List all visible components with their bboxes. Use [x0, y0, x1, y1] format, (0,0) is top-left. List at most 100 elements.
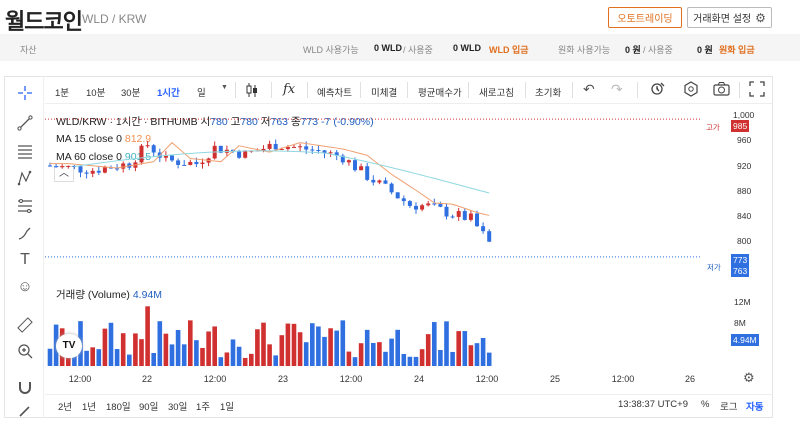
forecast-chart-button[interactable]: 예측차트	[317, 88, 352, 99]
range-1d[interactable]: 1일	[220, 402, 235, 413]
ma15-legend: MA 15 close 0 812.9	[56, 133, 152, 145]
change-value: -7 (-0.90%)	[321, 116, 374, 128]
toolbar-divider	[407, 82, 408, 98]
krw-available-label: 원화 사용가능	[558, 45, 611, 55]
refresh-button[interactable]: 새로고침	[479, 88, 514, 99]
interval-1d[interactable]: 일	[197, 88, 206, 99]
chart-toolbar: 1분 10분 30분 1시간 일 ▼ fx 예측차트 미체결 평균매수가 새로고…	[45, 76, 773, 104]
time-tick: 26	[684, 374, 696, 384]
candle-type-icon[interactable]	[245, 82, 259, 101]
indicator-fx-icon[interactable]: fx	[283, 82, 296, 97]
redo-icon[interactable]: ↷	[611, 81, 623, 97]
bottom-bar: 2년 1년 180일 90일 30일 1주 1일 13:38:37 UTC+9 …	[45, 394, 773, 418]
screen-settings-button[interactable]: 거래화면 설정 ⚙	[687, 7, 772, 28]
auto-trade-button[interactable]: 오토트레이딩	[608, 7, 682, 28]
toolbar-divider	[739, 82, 740, 98]
volume-value: 4.94M	[132, 289, 163, 301]
krw-in-use-label: / 사용중	[643, 45, 673, 55]
reset-button[interactable]: 초기화	[535, 88, 562, 99]
interval-10m[interactable]: 10분	[86, 88, 106, 99]
open-orders-button[interactable]: 미체결	[371, 88, 398, 99]
time-tick: 12:00	[203, 374, 227, 384]
magnet-icon[interactable]	[16, 378, 34, 396]
low-value: 763	[270, 116, 289, 128]
asset-bar: 자산 WLD 사용가능 0 WLD / 사용중 0 WLD WLD 입금 원화 …	[0, 34, 800, 61]
collapse-legend-button[interactable]: ︿	[54, 166, 74, 182]
range-180d[interactable]: 180일	[106, 402, 131, 413]
pencil-icon[interactable]	[16, 402, 34, 420]
tradingview-logo: TV	[56, 334, 82, 358]
undo-icon[interactable]: ↶	[583, 81, 595, 97]
toolbar-divider	[572, 82, 573, 98]
settings-hex-icon[interactable]	[683, 81, 699, 100]
volume-legend: 거래량 (Volume) 4.94M	[56, 289, 163, 301]
wld-deposit-link[interactable]: WLD 입금	[489, 45, 529, 55]
trendline-icon[interactable]	[16, 114, 34, 132]
chart-legend: WLD/KRW · 1시간 · BITHUMB 시780 고780 저763 종…	[56, 116, 374, 128]
chart-frame	[4, 76, 773, 418]
symbol-label: WLD/KRW · 1시간 · BITHUMB	[56, 116, 198, 128]
toolbar-divider	[307, 82, 308, 98]
krw-available-value: 0 원	[625, 45, 641, 55]
volume-current-box: 4.94M	[731, 334, 759, 346]
price-tick: 800	[737, 236, 752, 246]
wld-available-value: 0 WLD	[374, 43, 402, 53]
low-tag: 저가	[707, 263, 721, 272]
emoji-icon[interactable]: ☺	[17, 277, 33, 295]
range-30d[interactable]: 30일	[168, 402, 188, 413]
clock-label[interactable]: 13:38:37 UTC+9	[618, 399, 688, 410]
text-icon[interactable]: T	[20, 251, 30, 268]
horizontal-lines-icon[interactable]	[16, 142, 34, 160]
percent-toggle[interactable]: %	[701, 399, 710, 410]
high-value: 780	[240, 116, 258, 128]
interval-1m[interactable]: 1분	[55, 88, 70, 99]
price-tick: 1,000	[733, 110, 755, 120]
auto-toggle[interactable]: 자동	[746, 402, 764, 413]
ma60-legend: MA 60 close 0 901.5	[56, 151, 152, 163]
close-value: 773	[300, 116, 319, 128]
wld-available-label: WLD 사용가능	[303, 45, 359, 55]
range-1w[interactable]: 1주	[196, 402, 211, 413]
high-price-box: 985	[731, 120, 750, 132]
range-2y[interactable]: 2년	[58, 402, 73, 413]
alert-icon[interactable]	[650, 81, 666, 100]
open-value: 780	[210, 116, 228, 128]
current-price-box: 773	[731, 254, 750, 266]
time-tick: 24	[413, 374, 425, 384]
fullscreen-icon[interactable]	[749, 81, 765, 100]
price-tick: 840	[737, 211, 752, 221]
zoom-in-icon[interactable]	[16, 342, 34, 360]
wld-in-use-value: 0 WLD	[453, 43, 481, 53]
price-tick: 960	[737, 135, 752, 145]
axis-settings-icon[interactable]: ⚙	[743, 370, 755, 385]
volume-tick: 8M	[734, 318, 746, 328]
pair-label: WLD / KRW	[82, 12, 147, 26]
page-header: 월드코인 WLD / KRW 오토트레이딩 거래화면 설정 ⚙	[0, 0, 800, 35]
log-toggle[interactable]: 로그	[720, 402, 738, 413]
ruler-icon[interactable]	[16, 316, 34, 334]
coin-title: 월드코인	[5, 10, 83, 35]
avg-buy-price-button[interactable]: 평균매수가	[418, 88, 462, 99]
brush-icon[interactable]	[16, 224, 34, 242]
interval-1h[interactable]: 1시간	[157, 88, 180, 99]
time-tick: 22	[141, 374, 153, 384]
toolbar-divider	[271, 82, 272, 98]
range-1y[interactable]: 1년	[82, 402, 97, 413]
low-price-box: 763	[731, 265, 750, 277]
interval-30m[interactable]: 30분	[121, 88, 141, 99]
time-tick: 12:00	[68, 374, 92, 384]
krw-deposit-link[interactable]: 원화 입금	[719, 45, 755, 55]
crosshair-icon[interactable]	[16, 84, 34, 102]
krw-in-use-value: 0 원	[697, 45, 713, 55]
toolbar-divider	[468, 82, 469, 98]
price-tick: 920	[737, 161, 752, 171]
range-90d[interactable]: 90일	[139, 402, 159, 413]
fib-icon[interactable]	[16, 197, 34, 215]
pattern-icon[interactable]	[16, 169, 34, 187]
wld-in-use-label: / 사용중	[403, 45, 433, 55]
time-tick: 25	[549, 374, 561, 384]
interval-dropdown-icon[interactable]: ▼	[221, 84, 228, 91]
high-tag: 고가	[706, 123, 720, 132]
time-tick: 12:00	[475, 374, 499, 384]
camera-icon[interactable]	[713, 81, 730, 99]
